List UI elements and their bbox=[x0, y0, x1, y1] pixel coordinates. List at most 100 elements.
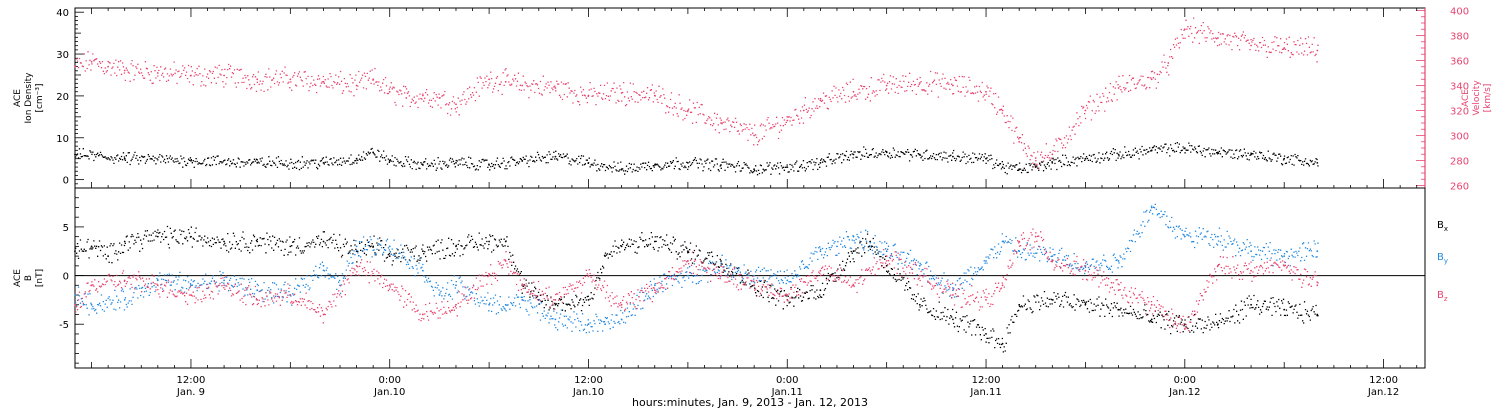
bz-series-point bbox=[256, 299, 259, 301]
velocity-series-point bbox=[223, 74, 226, 77]
velocity-series-point bbox=[405, 97, 408, 99]
bz-series-point bbox=[554, 299, 557, 301]
by-series-point bbox=[587, 323, 590, 326]
by-series-point bbox=[554, 318, 557, 321]
velocity-series-point bbox=[687, 109, 689, 112]
bx-series-point bbox=[488, 240, 490, 243]
velocity-series-point bbox=[190, 74, 192, 77]
velocity-series-point bbox=[488, 78, 490, 81]
x-tick-label: 0:00 bbox=[776, 375, 798, 386]
velocity-series-point bbox=[1316, 49, 1319, 52]
velocity-series-point bbox=[1250, 44, 1252, 47]
velocity-series-point bbox=[422, 94, 424, 97]
by-series-point bbox=[322, 264, 325, 267]
by-series-point bbox=[786, 279, 789, 282]
bottom-panel-frame bbox=[74, 187, 1426, 369]
x-tick-sublabel: Jan.11 bbox=[969, 387, 1001, 398]
velocity-series-point bbox=[620, 92, 623, 94]
velocity-series-point bbox=[1018, 140, 1021, 143]
velocity-series-point bbox=[372, 78, 375, 81]
density-series-point bbox=[1250, 153, 1252, 156]
velocity-tick-label: 260 bbox=[1450, 182, 1469, 193]
top-panel-frame bbox=[74, 7, 1426, 189]
velocity-series-point bbox=[1117, 87, 1120, 89]
density-series-points bbox=[75, 142, 1319, 176]
bx-series-point bbox=[422, 250, 424, 253]
bx-series-point bbox=[1051, 299, 1054, 301]
by-series-point bbox=[123, 299, 126, 301]
bx-series-point bbox=[107, 255, 109, 257]
velocity-series-point bbox=[852, 90, 855, 93]
by-series-point bbox=[355, 245, 358, 248]
velocity-series-point bbox=[786, 119, 789, 122]
density-series-point bbox=[190, 159, 192, 162]
density-series-point bbox=[819, 162, 822, 164]
bz-series-point bbox=[1250, 269, 1252, 272]
velocity-series-point bbox=[289, 78, 292, 81]
b-axis-label: ACEB[nT] bbox=[13, 269, 45, 287]
velocity-axis-label: ACEVelocity[km/s] bbox=[1461, 80, 1493, 116]
density-series-point bbox=[1183, 147, 1186, 150]
bz-series-point bbox=[322, 313, 325, 316]
by-series-point bbox=[836, 245, 838, 248]
b-axis-label-line: [nT] bbox=[35, 269, 45, 287]
bx-series-point bbox=[156, 235, 159, 238]
bx-series-point bbox=[952, 318, 954, 321]
bx-series-point bbox=[819, 289, 822, 292]
bx-series-point bbox=[455, 245, 457, 248]
x-tick-label: 12:00 bbox=[972, 375, 1001, 386]
velocity-tick-label: 360 bbox=[1450, 57, 1469, 68]
by-series-points bbox=[75, 203, 1319, 334]
density-series-point bbox=[1034, 166, 1037, 169]
velocity-series-point bbox=[1051, 153, 1054, 156]
bz-series-point bbox=[1183, 328, 1186, 330]
by-series-point bbox=[1217, 235, 1219, 238]
velocity-series-point bbox=[952, 84, 954, 87]
density-tick-label: 0 bbox=[63, 176, 69, 187]
bx-series bbox=[74, 225, 1319, 353]
bz-series-point bbox=[687, 260, 689, 262]
bz-series-point bbox=[289, 294, 292, 296]
velocity-series-point bbox=[90, 60, 93, 63]
bx-series-point bbox=[985, 333, 987, 335]
bx-series-point bbox=[1018, 303, 1021, 306]
velocity-series-point bbox=[554, 87, 557, 89]
by-series-point bbox=[388, 245, 391, 248]
density-series-point bbox=[521, 159, 524, 162]
velocity-series-point bbox=[1001, 109, 1004, 112]
x-tick-sublabel: Jan.10 bbox=[572, 387, 604, 398]
bx-series-point bbox=[1217, 323, 1219, 326]
velocity-series-point bbox=[123, 69, 126, 72]
x-tick-sublabel: Jan.12 bbox=[1367, 387, 1399, 398]
x-tick-label: 12:00 bbox=[1369, 375, 1398, 386]
by-series-point bbox=[156, 279, 159, 282]
by-series-point bbox=[653, 284, 656, 287]
bx-series-point bbox=[918, 303, 921, 306]
x-tick-sublabel: Jan.12 bbox=[1168, 387, 1200, 398]
velocity-series-point bbox=[720, 122, 722, 124]
bx-series-point bbox=[554, 303, 557, 306]
by-series-point bbox=[455, 284, 457, 287]
by-series-point bbox=[852, 235, 855, 238]
density-series-point bbox=[1217, 151, 1219, 154]
density-series-point bbox=[74, 153, 76, 156]
density-series-point bbox=[554, 155, 557, 158]
bx-series-point bbox=[74, 250, 76, 253]
x-axis-label: hours:minutes, Jan. 9, 2013 - Jan. 12, 2… bbox=[632, 396, 868, 409]
legend-by: By bbox=[1437, 252, 1448, 265]
velocity-series-point bbox=[74, 65, 76, 68]
density-axis-label: ACEIon Density[cm⁻³] bbox=[13, 72, 45, 124]
by-series-point bbox=[918, 264, 921, 267]
bz-series-point bbox=[521, 284, 524, 287]
velocity-series-point bbox=[985, 90, 987, 93]
density-series-point bbox=[1051, 162, 1054, 164]
velocity-axis-label-line: Velocity bbox=[1472, 80, 1482, 116]
density-series-point bbox=[653, 164, 656, 166]
velocity-series-point bbox=[819, 99, 822, 102]
bz-series-point bbox=[1034, 235, 1037, 238]
bx-series-point bbox=[256, 240, 259, 243]
density-axis-label-line: [cm⁻³] bbox=[35, 83, 45, 112]
bz-series-point bbox=[123, 279, 126, 282]
